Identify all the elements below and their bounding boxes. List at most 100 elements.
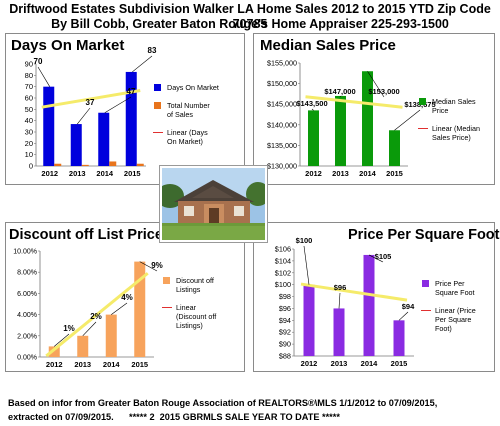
bar-ppsf — [363, 254, 375, 356]
y-tick-label: 70 — [25, 82, 33, 91]
header-title: Driftwood Estates Subdivision Walker LA … — [9, 2, 491, 31]
y-tick-label: $155,000 — [267, 59, 297, 68]
x-tick-label: 2015 — [391, 359, 408, 368]
legend-label: Listings) — [176, 321, 203, 330]
legend-label: Median Sales — [432, 97, 476, 106]
data-label-leader — [398, 311, 409, 321]
price-per-sqft-panel: Price Per Square Foot $88 $90 $92 $94 $96 $98… — [253, 222, 500, 372]
price-per-sqft-chart: $88 $90 $92 $94 $96 $98 $100 $102 $104 $106 2012 20… — [275, 236, 476, 368]
y-tick-label: 20 — [25, 139, 33, 148]
legend-label: Discount off — [176, 276, 214, 285]
median-sales-price-title: Median Sales Price — [260, 37, 396, 54]
y-tick-label: $98 — [279, 292, 291, 301]
data-label: $105 — [375, 252, 392, 261]
bar-dom — [125, 71, 137, 166]
data-label: 47 — [127, 87, 136, 96]
legend-swatch — [154, 84, 161, 91]
data-label: $143,500 — [296, 99, 327, 108]
data-label: 83 — [148, 46, 157, 55]
median-sales-price-panel: Median Sales Price $130,000 $135,000 $140,… — [253, 33, 495, 185]
data-label: 70 — [34, 57, 43, 66]
y-tick-label: 30 — [25, 128, 33, 137]
data-label-leader — [77, 107, 91, 125]
y-tick-label: 0.00% — [17, 355, 37, 362]
x-tick-label: 2015 — [131, 360, 148, 369]
bar-discount — [134, 261, 146, 357]
data-label: $147,000 — [324, 87, 355, 96]
y-tick-label: $130,000 — [267, 162, 297, 171]
data-label-leader — [303, 245, 310, 285]
y-tick-label: $104 — [275, 256, 291, 265]
y-tick-label: 40 — [25, 116, 33, 125]
x-tick-label: 2014 — [103, 360, 121, 369]
x-tick-label: 2015 — [386, 169, 403, 178]
data-label: $100 — [296, 236, 313, 245]
y-tick-label: $94 — [279, 316, 291, 325]
discount-panel: Discount off List Price 0.00% 2.00% 4.00% 6… — [5, 222, 245, 372]
y-tick-label: 80 — [25, 71, 33, 80]
legend-label: Total Number — [167, 101, 210, 110]
trendline — [305, 95, 403, 109]
data-label: 9% — [151, 261, 163, 270]
data-label-leader — [54, 333, 70, 347]
bar-total-sales — [109, 161, 117, 166]
bar-total-sales — [136, 163, 144, 166]
legend-label: (Discount off — [176, 312, 216, 321]
y-tick-label: $106 — [275, 245, 291, 254]
bar-discount — [77, 335, 89, 357]
days-on-market-panel: Days On Market 0 10 20 30 40 50 60 70 80 90 2012 20… — [5, 33, 245, 185]
bar-median — [389, 130, 400, 166]
legend-label: Linear (Median — [432, 124, 480, 133]
legend-swatch — [422, 280, 429, 287]
data-label-leader — [368, 254, 384, 263]
y-tick-label: 2.00% — [17, 333, 37, 340]
y-tick-label: 50 — [25, 105, 33, 114]
bar-ppsf — [393, 320, 405, 356]
legend-label: Price Per — [435, 279, 465, 288]
bar-ppsf — [333, 308, 345, 356]
legend-swatch — [419, 98, 426, 105]
bar-dom — [98, 112, 110, 166]
legend-label: Linear (Days — [167, 128, 208, 137]
x-tick-label: 2013 — [331, 359, 348, 368]
bar-total-sales — [81, 164, 89, 166]
data-label-leader — [111, 302, 128, 315]
legend-label: Sales Price) — [432, 133, 471, 142]
y-tick-label: $150,000 — [267, 79, 297, 88]
x-tick-label: 2013 — [74, 360, 91, 369]
bar-dom — [43, 86, 55, 166]
x-tick-label: 2012 — [41, 169, 58, 178]
x-tick-label: 2013 — [69, 169, 86, 178]
bar-discount — [105, 314, 117, 357]
house-photo — [160, 166, 267, 242]
legend-label: Linear — [176, 303, 197, 312]
y-tick-label: $135,000 — [267, 141, 297, 150]
bar-dom — [70, 124, 82, 166]
x-tick-label: 2013 — [332, 169, 349, 178]
legend-swatch — [154, 102, 161, 109]
median-sales-price-chart: $130,000 $135,000 $140,000 $145,000 $150,000… — [267, 59, 480, 179]
trendline — [300, 282, 408, 302]
data-label: 2% — [90, 312, 102, 321]
data-label: $94 — [402, 302, 415, 311]
footer-note: extracted on 07/09/2015. ***** 2 2015 GB… — [8, 412, 340, 422]
bar-median — [308, 110, 319, 166]
legend-label: On Market) — [167, 137, 203, 146]
x-tick-label: 2012 — [46, 360, 63, 369]
data-label-leader — [367, 71, 385, 98]
trendline — [41, 89, 141, 109]
bar-median — [362, 71, 373, 166]
y-tick-label: 10 — [25, 150, 33, 159]
bar-median — [335, 95, 346, 166]
data-label: 37 — [86, 98, 95, 107]
y-tick-label: $96 — [279, 304, 291, 313]
footer-source: Based on infor from Greater Baton Rouge … — [8, 398, 438, 408]
x-tick-label: 2012 — [301, 359, 318, 368]
data-label-leader — [339, 95, 341, 98]
trendline — [45, 272, 149, 358]
x-tick-label: 2014 — [359, 169, 377, 178]
data-label: 4% — [121, 293, 133, 302]
y-tick-label: 8.00% — [17, 270, 37, 277]
data-label-leader — [394, 109, 421, 131]
